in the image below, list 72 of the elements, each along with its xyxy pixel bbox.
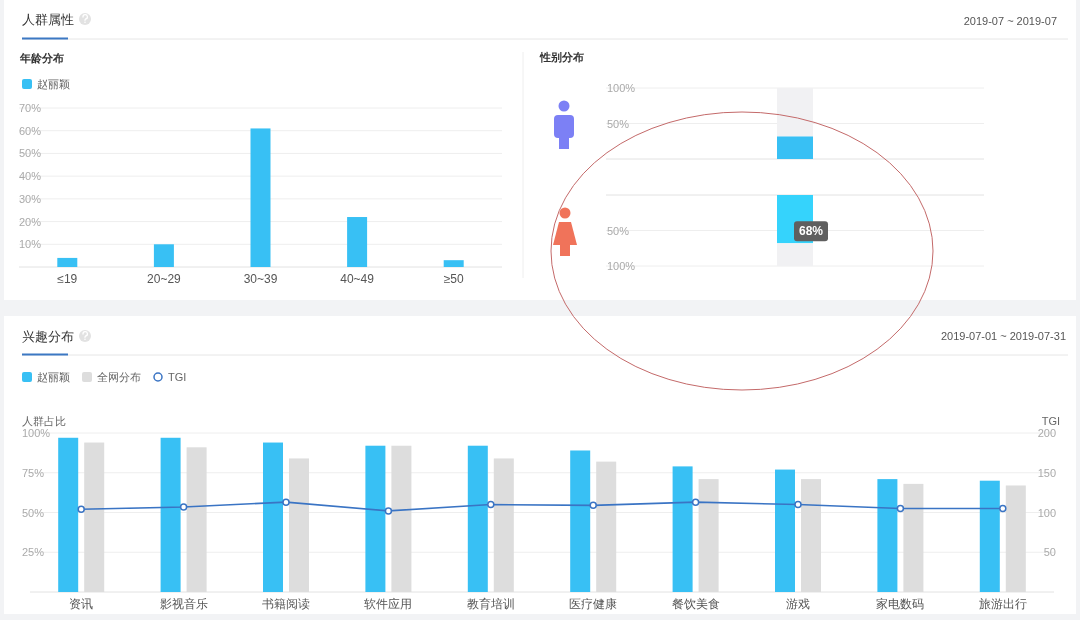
legend-label: TGI — [168, 371, 187, 383]
y-axis-title: 人群占比 — [22, 415, 66, 427]
x-tick-label: 教育培训 — [466, 597, 515, 611]
x-tick-label: ≥50 — [443, 272, 464, 286]
x-tick-label: 餐饮美食 — [671, 597, 720, 611]
y-tick-label: 25% — [22, 546, 45, 559]
y-tick-label: 10% — [19, 238, 42, 251]
bar — [877, 479, 898, 592]
y2-tick-label: 100 — [1037, 506, 1056, 519]
x-tick-label: 40~49 — [340, 272, 375, 286]
x-tick-label: 软件应用 — [364, 597, 413, 611]
x-tick-label: 影视音乐 — [159, 597, 208, 611]
x-tick-label: 书籍阅读 — [262, 597, 310, 611]
point — [487, 500, 495, 509]
y-tick-label: 70% — [19, 102, 42, 114]
bar — [153, 244, 174, 267]
y-tick-label: 50% — [607, 224, 630, 237]
point — [179, 503, 188, 511]
x-tick-label: 20~29 — [147, 272, 182, 286]
y-tick-label: 40% — [19, 170, 42, 183]
bar — [570, 450, 591, 592]
y-tick-label: 50% — [19, 147, 42, 160]
x-tick-label: 游戏 — [786, 597, 810, 611]
chart-title: 性别分布 — [539, 51, 584, 63]
legend-label: 赵丽颖 — [37, 78, 70, 90]
bar — [160, 437, 181, 592]
bar — [467, 445, 488, 592]
point — [384, 507, 393, 515]
x-tick-label: 医疗健康 — [569, 597, 618, 611]
legend-label: 全网分布 — [97, 371, 141, 383]
y-tick-label: 100% — [607, 260, 636, 272]
y2-tick-label: 50 — [1043, 546, 1056, 559]
bar — [672, 466, 693, 592]
point — [794, 500, 802, 509]
bar — [250, 128, 271, 267]
text: 人群属性 — [22, 11, 74, 27]
point — [589, 501, 597, 510]
y-tick-label: 20% — [19, 215, 42, 228]
y2-tick-label: 200 — [1037, 427, 1056, 439]
point — [691, 498, 700, 506]
y-tick-label: 100% — [607, 82, 636, 94]
bar — [979, 480, 1000, 592]
y-tick-label: 30% — [19, 192, 42, 205]
bar — [263, 442, 283, 592]
chart-title: 年龄分布 — [19, 52, 64, 64]
y2-axis-title: TGI — [1041, 415, 1060, 427]
chart-title: 兴趣分布 — [22, 328, 74, 344]
legend-label: 赵丽颖 — [37, 371, 70, 383]
bar — [365, 445, 386, 592]
point — [77, 505, 85, 514]
bar — [58, 437, 79, 592]
x-tick-label: 资讯 — [69, 597, 94, 611]
y-tick-label: 100% — [22, 427, 51, 439]
y-tick-label: 50% — [22, 506, 45, 519]
point — [282, 498, 290, 506]
bar — [775, 469, 795, 592]
text: 2019-07 ~ 2019-07 — [963, 15, 1057, 27]
y2-tick-label: 150 — [1037, 466, 1056, 479]
y-tick-label: 60% — [19, 124, 42, 137]
bar — [57, 257, 78, 267]
y-tick-label: 75% — [22, 466, 45, 479]
point — [999, 504, 1007, 513]
y-tick-label: 50% — [607, 117, 630, 130]
bar — [347, 217, 368, 267]
data-label: 68% — [798, 224, 824, 239]
x-tick-label: 旅游出行 — [978, 597, 1027, 611]
x-tick-label: 家电数码 — [876, 597, 925, 611]
bar — [443, 260, 464, 267]
x-tick-label: 30~39 — [243, 272, 278, 286]
text: 2019-07-01 ~ 2019-07-31 — [940, 330, 1066, 342]
point — [896, 504, 905, 513]
x-tick-label: ≤19 — [57, 272, 78, 286]
